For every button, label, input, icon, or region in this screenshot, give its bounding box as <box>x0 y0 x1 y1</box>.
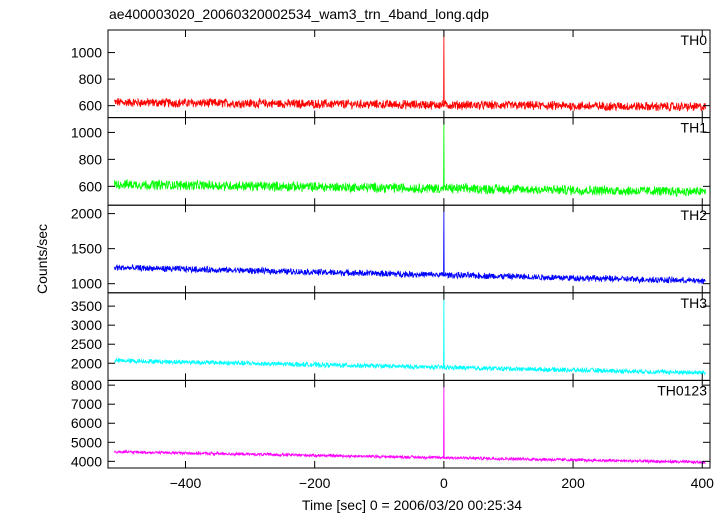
panel-th3: 2000 2500 3000 3500 TH3 <box>71 292 711 381</box>
y-tick-label: 1000 <box>71 276 102 292</box>
x-tick-label: −200 <box>299 475 331 491</box>
x-tick-label: −400 <box>170 475 202 491</box>
panel-th1: 600 800 1000 TH1 <box>71 117 711 206</box>
y-tick-label: 600 <box>79 178 103 194</box>
panel-frame <box>107 379 711 469</box>
panel-label-th3: TH3 <box>681 295 708 311</box>
x-tick-label: 0 <box>440 475 448 491</box>
y-tick-label: 800 <box>79 151 103 167</box>
panel-label-th0123: TH0123 <box>657 382 707 398</box>
series-line-th3 <box>114 292 706 376</box>
y-axis-label: Counts/sec <box>34 224 50 294</box>
y-tick-label: 6000 <box>71 415 102 431</box>
y-tick-label: 5000 <box>71 434 102 450</box>
y-tick-label: 4000 <box>71 453 102 469</box>
y-tick-label: 2500 <box>71 336 102 352</box>
y-tick-label: 8000 <box>71 377 102 393</box>
x-tick-label: 400 <box>691 475 715 491</box>
y-tick-label: 2000 <box>71 206 102 222</box>
x-axis: −400 −200 0 200 400 <box>170 475 714 491</box>
panel-label-th1: TH1 <box>681 120 708 136</box>
x-tick-label: 200 <box>561 475 585 491</box>
series-line-th0 <box>114 29 706 112</box>
y-tick-label: 7000 <box>71 396 102 412</box>
y-tick-label: 3500 <box>71 298 102 314</box>
y-tick-label: 1500 <box>71 241 102 257</box>
chart-title: ae400003020_20060320002534_wam3_trn_4ban… <box>109 6 489 22</box>
y-tick-label: 800 <box>79 71 103 87</box>
y-tick-label: 600 <box>79 98 103 114</box>
chart-panels: 600 800 1000 TH0 600 800 1000 TH1 1000 1500 2000 TH… <box>71 29 711 469</box>
series-line-th2 <box>114 205 706 285</box>
y-tick-label: 3000 <box>71 317 102 333</box>
series-line-th1 <box>114 117 706 197</box>
x-axis-label: Time [sec] 0 = 2006/03/20 00:25:34 <box>302 497 522 513</box>
y-tick-label: 2000 <box>71 355 102 371</box>
panel-label-th2: TH2 <box>681 207 708 223</box>
series-line-th0123 <box>114 380 706 465</box>
panel-th2: 1000 1500 2000 TH2 <box>71 204 711 294</box>
y-tick-label: 1000 <box>71 124 102 140</box>
panel-th0: 600 800 1000 TH0 <box>71 29 711 119</box>
panel-label-th0: TH0 <box>681 32 708 48</box>
y-tick-label: 1000 <box>71 45 102 61</box>
panel-th0123: 4000 5000 6000 7000 8000 TH0123 <box>71 377 711 469</box>
